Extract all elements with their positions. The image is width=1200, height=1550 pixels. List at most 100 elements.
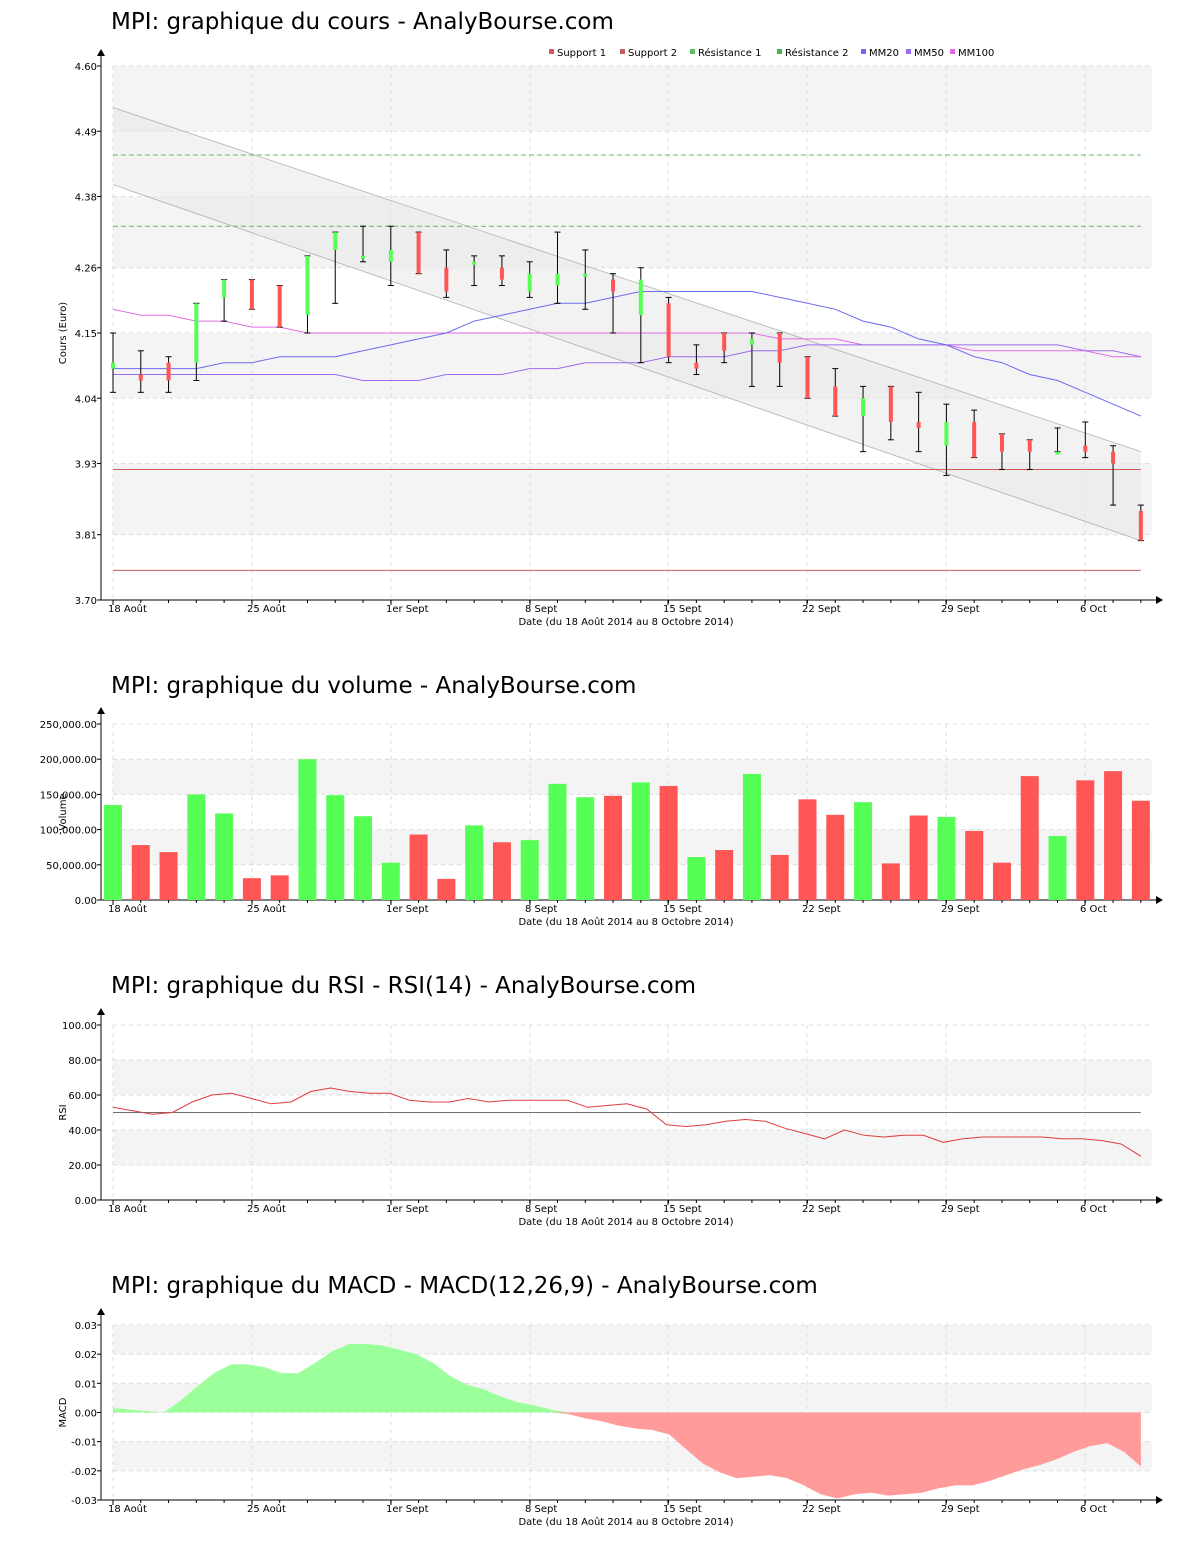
candle-body-down xyxy=(916,422,921,428)
y-tick-label: 4.15 xyxy=(75,329,97,340)
volume-bar-up xyxy=(354,816,373,900)
volume-bar-up xyxy=(1048,835,1067,900)
volume-bar-down xyxy=(437,878,456,900)
price-panel: MPI: graphique du cours - AnalyBourse.co… xyxy=(0,0,1200,650)
candle-body-down xyxy=(999,433,1004,452)
legend-label: Support 1 xyxy=(557,48,606,59)
macd-chart: -0.03 -0.02 -0.01 0.00 0.01 0.02 0.03 18 Août 25… xyxy=(58,1308,1163,1528)
y-tick-label: 4.49 xyxy=(75,127,97,138)
candle-body-up xyxy=(222,279,227,298)
candle-body-down xyxy=(444,267,449,292)
x-tick-label: 6 Oct xyxy=(1080,1504,1107,1515)
x-tick-label: 6 Oct xyxy=(1080,904,1107,915)
legend-swatch xyxy=(690,49,695,54)
y-tick-label: 4.38 xyxy=(75,193,97,204)
volume-bar-down xyxy=(826,814,845,900)
y-tick-label: -0.02 xyxy=(71,1467,97,1478)
volume-bar-down xyxy=(909,815,928,900)
x-tick-label: 15 Sept xyxy=(663,604,702,615)
candle-body-up xyxy=(388,249,393,262)
y-tick-label: 3.81 xyxy=(75,531,97,542)
x-tick-label: 8 Sept xyxy=(525,1204,557,1215)
y-axis-label: RSI xyxy=(58,1104,69,1120)
y-tick-label: 0.00 xyxy=(75,1409,97,1420)
grid-band xyxy=(113,66,1152,132)
candle-body-down xyxy=(1111,451,1116,464)
volume-bar-up xyxy=(687,857,706,900)
grid-band xyxy=(113,1060,1152,1095)
y-tick-label: 4.26 xyxy=(75,264,97,275)
candle-body-down xyxy=(722,333,727,351)
volume-bar-down xyxy=(965,831,984,900)
macd-positive-area xyxy=(113,1344,1141,1413)
candle-body-down xyxy=(972,422,977,458)
x-axis-label: Date (du 18 Août 2014 au 8 Octobre 2014) xyxy=(518,916,733,928)
x-tick-label: 6 Oct xyxy=(1080,1204,1107,1215)
volume-panel: MPI: graphique du volume - AnalyBourse.c… xyxy=(0,650,1200,950)
candle-body-down xyxy=(694,362,699,369)
y-tick-label: 0.01 xyxy=(75,1379,97,1390)
price-chart-title: MPI: graphique du cours - AnalyBourse.co… xyxy=(111,9,614,35)
rsi-chart: 0.00 20.00 40.00 60.00 80.00 100.00 18 Août 25 … xyxy=(58,1008,1163,1228)
x-tick-label: 25 Août xyxy=(247,603,286,615)
y-tick-label: 20.00 xyxy=(68,1161,97,1172)
mm50-line xyxy=(113,344,1142,381)
volume-bar-up xyxy=(937,816,956,900)
x-tick-label: 15 Sept xyxy=(663,1504,702,1515)
x-tick-label: 29 Sept xyxy=(941,1504,980,1515)
y-axis-arrow xyxy=(97,49,105,56)
volume-bar-down xyxy=(798,799,817,900)
legend-swatch xyxy=(620,49,625,54)
candle-body-up xyxy=(583,273,588,277)
volume-bar-up xyxy=(104,804,122,900)
rsi-line xyxy=(112,1087,1142,1157)
candle-body-down xyxy=(666,303,671,357)
candle-body-down xyxy=(805,356,810,399)
candle-body-up xyxy=(472,261,477,265)
candle-body-up xyxy=(527,273,532,292)
y-axis-arrow xyxy=(97,1308,105,1315)
x-axis-arrow xyxy=(1156,896,1163,904)
x-tick-label: 18 Août xyxy=(108,603,147,615)
y-tick-label: 0.00 xyxy=(75,1196,97,1207)
candle-body-down xyxy=(1027,439,1032,452)
candle-body-up xyxy=(638,279,643,316)
mm100-line xyxy=(112,308,1141,358)
legend-label: MM20 xyxy=(869,48,899,59)
x-axis-arrow xyxy=(1156,1496,1163,1504)
candle-body-down xyxy=(1138,511,1143,541)
candle-body-down xyxy=(1083,445,1088,452)
candle-body-up xyxy=(111,362,115,369)
volume-bar-down xyxy=(659,785,678,900)
candle-body-up xyxy=(944,422,949,446)
legend-swatch xyxy=(861,49,866,54)
volume-bar-down xyxy=(881,863,900,900)
volume-bar-up xyxy=(548,783,567,900)
volume-bar-down xyxy=(270,875,289,900)
candle-body-down xyxy=(138,374,143,381)
legend-label: Résistance 1 xyxy=(698,47,761,59)
channel-upper-line xyxy=(112,107,1141,453)
volume-bar-up xyxy=(742,773,761,900)
x-tick-label: 8 Sept xyxy=(525,604,557,615)
y-tick-label: 200,000.00 xyxy=(40,755,97,766)
x-tick-label: 8 Sept xyxy=(525,904,557,915)
candle-body-up xyxy=(333,232,338,250)
legend-swatch xyxy=(549,49,554,54)
y-axis-label: Cours (Euro) xyxy=(58,302,69,365)
y-tick-label: 60.00 xyxy=(68,1091,97,1102)
y-tick-label: 4.04 xyxy=(75,394,97,405)
x-axis-label: Date (du 18 Août 2014 au 8 Octobre 2014) xyxy=(518,1516,733,1528)
volume-bar-down xyxy=(492,842,511,900)
y-tick-label: 0.00 xyxy=(75,896,97,907)
candle-body-up xyxy=(749,338,754,345)
volume-bar-up xyxy=(298,759,317,900)
legend-swatch xyxy=(950,49,955,54)
x-axis-label: Date (du 18 Août 2014 au 8 Octobre 2014) xyxy=(518,616,733,628)
x-tick-label: 1er Sept xyxy=(386,904,429,915)
x-tick-label: 8 Sept xyxy=(525,1504,557,1515)
candle-body-down xyxy=(833,386,838,417)
macd-negative-area xyxy=(113,1412,1141,1499)
legend-label: Résistance 2 xyxy=(785,47,848,59)
grid-band xyxy=(113,1325,1152,1355)
